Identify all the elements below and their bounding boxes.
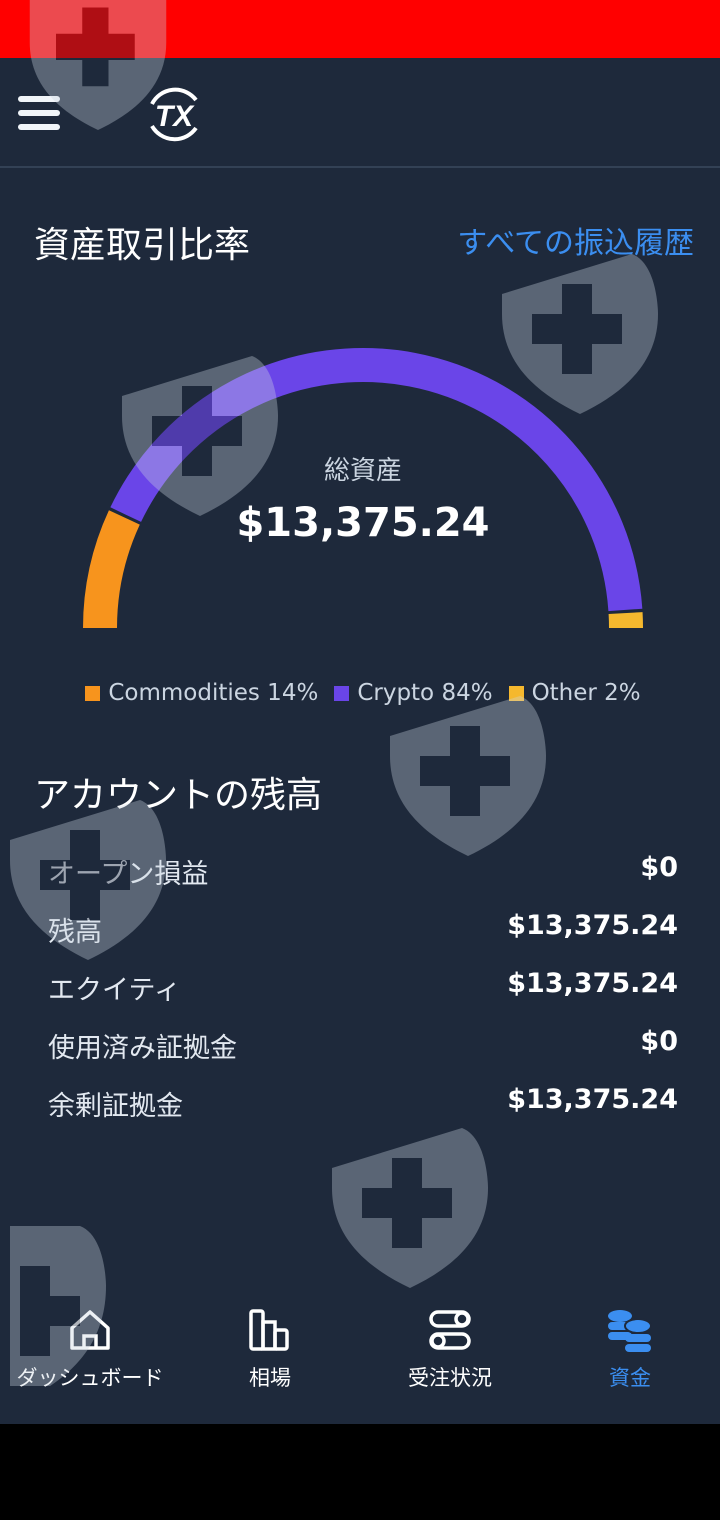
nav-funds[interactable]: 資金	[540, 1298, 720, 1424]
legend: Commodities 14% Crypto 84% Other 2%	[0, 680, 720, 706]
legend-swatch	[85, 685, 101, 701]
svg-text:TX: TX	[155, 100, 195, 133]
bar-chart-icon	[249, 1309, 289, 1351]
nav-label: 資金	[609, 1366, 651, 1390]
header: TX	[0, 58, 720, 168]
nav-orders[interactable]: 受注状況	[360, 1298, 540, 1424]
legend-swatch	[508, 685, 524, 701]
coins-icon	[608, 1310, 652, 1352]
gauge-segment-crypto	[110, 348, 643, 612]
status-bar	[0, 0, 720, 58]
logo[interactable]: TX	[138, 82, 210, 146]
row-value: $13,375.24	[507, 1084, 678, 1115]
legend-label: Crypto 84%	[357, 680, 493, 706]
hamburger-icon[interactable]	[18, 96, 60, 130]
nav-label: ダッシュボード	[16, 1366, 164, 1390]
legend-item: Commodities 14%	[85, 680, 318, 706]
row-label: 余剰証拠金	[48, 1091, 183, 1122]
nav-label: 受注状況	[408, 1366, 492, 1390]
toggles-icon	[429, 1310, 471, 1350]
total-assets-value: $13,375.24	[236, 500, 490, 546]
legend-swatch	[334, 685, 350, 701]
balance-title: アカウントの残高	[34, 775, 323, 816]
balance-row: エクイティ $13,375.24	[48, 968, 678, 1007]
row-value: $13,375.24	[507, 910, 678, 941]
nav-label: 相場	[249, 1366, 291, 1390]
app: TX 資産取引比率 すべての振込履歴 総資産 $13,375.24 Commod…	[0, 58, 720, 1424]
all-transfers-link[interactable]: すべての振込履歴	[457, 226, 694, 261]
gauge-chart	[83, 348, 643, 629]
legend-item: Crypto 84%	[334, 680, 493, 706]
balance-row: 余剰証拠金 $13,375.24	[48, 1084, 678, 1123]
nav-market[interactable]: 相場	[180, 1298, 360, 1424]
nav-dashboard[interactable]: ダッシュボード	[0, 1298, 180, 1424]
balance-row: オープン損益 $0	[48, 852, 678, 891]
legend-item: Other 2%	[508, 680, 641, 706]
ratio-title: 資産取引比率	[34, 225, 251, 266]
row-value: $0	[640, 852, 678, 883]
row-value: $13,375.24	[507, 968, 678, 999]
legend-label: Commodities 14%	[108, 680, 319, 706]
row-label: オープン損益	[48, 859, 209, 890]
home-icon	[70, 1310, 110, 1350]
total-assets-label: 総資産	[323, 456, 402, 486]
row-label: エクイティ	[48, 975, 181, 1006]
row-label: 残高	[48, 917, 102, 948]
legend-label: Other 2%	[531, 680, 641, 706]
row-value: $0	[640, 1026, 678, 1057]
balance-row: 残高 $13,375.24	[48, 910, 678, 949]
row-label: 使用済み証拠金	[48, 1033, 237, 1064]
bottom-nav: ダッシュボード 相場 受注状況 資金	[0, 1298, 720, 1424]
gauge-segment-commodities	[83, 510, 140, 629]
balance-row: 使用済み証拠金 $0	[48, 1026, 678, 1065]
